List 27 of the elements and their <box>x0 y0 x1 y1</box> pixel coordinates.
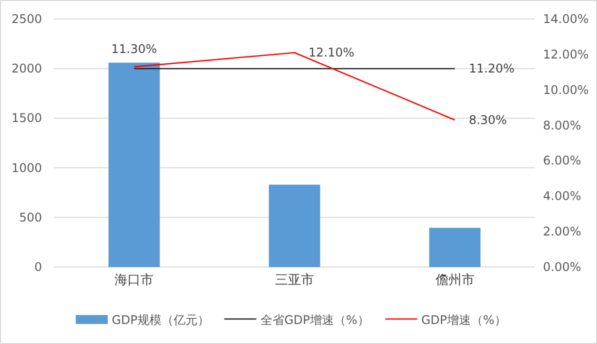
y-tick-label: 500 <box>19 210 42 224</box>
data-label: 8.30% <box>468 112 507 127</box>
y-tick-label: 0 <box>34 260 42 274</box>
data-label: 11.20% <box>468 62 515 76</box>
y-tick-label: 2500 <box>11 12 42 26</box>
y2-tick-label: 4.00% <box>543 189 582 204</box>
y2-tick-label: 8.00% <box>543 118 582 132</box>
y2-tick-label: 12.00% <box>543 47 589 62</box>
y-tick-label: 1000 <box>11 160 42 175</box>
legend-label: GDP规模（亿元） <box>112 313 210 327</box>
bar <box>268 184 320 267</box>
y2-tick-label: 0.00% <box>543 260 582 274</box>
y2-tick-label: 2.00% <box>543 224 582 239</box>
data-label: 12.10% <box>308 46 354 60</box>
legend-label: 全省GDP增速（%） <box>260 313 370 327</box>
y2-tick-label: 10.00% <box>543 82 589 97</box>
legend-label: GDP增速（%） <box>421 313 506 327</box>
y2-tick-label: 6.00% <box>543 154 582 168</box>
x-tick-label: 三亚市 <box>275 273 314 288</box>
bar <box>429 228 480 267</box>
y2-tick-label: 14.00% <box>543 12 589 26</box>
x-tick-label: 儋州市 <box>435 273 474 288</box>
y-tick-label: 2000 <box>11 62 42 76</box>
bar <box>108 62 160 267</box>
x-tick-label: 海口市 <box>114 273 154 288</box>
data-label: 11.30% <box>111 42 158 56</box>
y-tick-label: 1500 <box>11 111 42 126</box>
